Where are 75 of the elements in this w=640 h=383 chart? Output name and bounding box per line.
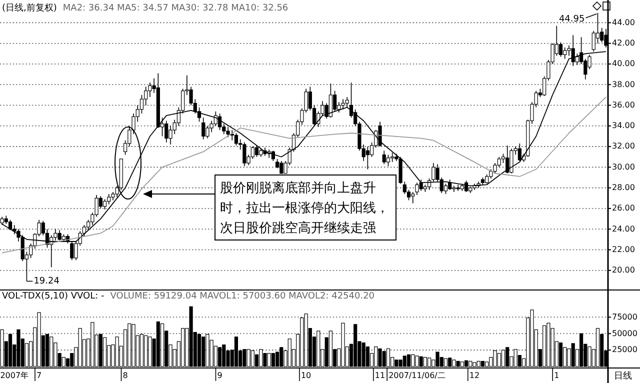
y-tick-label: 36.00 bbox=[612, 100, 635, 110]
x-tick-label: 2007年 bbox=[0, 371, 29, 380]
candlestick bbox=[242, 142, 246, 167]
candlestick bbox=[234, 132, 238, 146]
x-tick-label: 9 bbox=[217, 371, 222, 380]
candlestick bbox=[456, 184, 460, 192]
y-tick-label: 50000 bbox=[612, 328, 638, 338]
candlestick bbox=[448, 179, 452, 190]
y-tick-label: 28.00 bbox=[612, 183, 635, 192]
candlestick bbox=[254, 145, 259, 158]
x-tick-label: 8 bbox=[122, 371, 128, 380]
candlestick bbox=[250, 146, 254, 160]
candlestick bbox=[510, 148, 514, 174]
candlestick bbox=[328, 83, 333, 118]
candlestick bbox=[144, 86, 148, 106]
x-tick-label: 2007/11/06/二 bbox=[388, 371, 446, 380]
x-tick-label: 12 bbox=[469, 371, 480, 380]
candlestick bbox=[444, 183, 448, 194]
x-axis-title: 日线 bbox=[614, 370, 632, 382]
y-tick-label: 32.00 bbox=[612, 142, 635, 151]
x-tick-label: 11 bbox=[374, 371, 386, 380]
y-tick-label: 44.00 bbox=[612, 18, 635, 27]
x-tick-label: 10 bbox=[300, 371, 312, 380]
candlestick bbox=[497, 156, 501, 168]
y-tick-label: 75000 bbox=[612, 312, 638, 322]
candlestick bbox=[280, 160, 284, 174]
candlestick bbox=[226, 126, 230, 138]
y-tick-label: 24.00 bbox=[612, 224, 635, 234]
candlestick bbox=[102, 198, 107, 210]
candlestick bbox=[464, 180, 468, 192]
y-tick-label: 34.00 bbox=[612, 121, 635, 130]
annotation: 次日股价跳空高开继续走强 bbox=[220, 220, 376, 236]
candlestick bbox=[558, 42, 563, 58]
candlestick bbox=[378, 121, 382, 147]
candlestick bbox=[8, 219, 12, 231]
note-box: 股价刚脱离底部并向上盘升 时，拉出一根涨停的大阳线， 次日股价跳空高开继续走强 bbox=[214, 174, 396, 240]
candlestick bbox=[452, 185, 456, 192]
y-tick-label: 38.00 bbox=[612, 80, 635, 89]
candlestick bbox=[386, 154, 390, 167]
candlestick bbox=[518, 143, 522, 162]
annotation: 时，拉出一根涨停的大阳线， bbox=[220, 201, 389, 216]
candlestick bbox=[202, 117, 206, 140]
line-series bbox=[2, 96, 606, 254]
y-tick-label: 40.00 bbox=[612, 59, 635, 68]
candlestick bbox=[345, 96, 349, 108]
y-tick-label: 26.00 bbox=[612, 204, 635, 213]
y-tick-label: 22.00 bbox=[612, 244, 635, 254]
candlestick bbox=[366, 146, 370, 170]
candlestick bbox=[563, 47, 567, 60]
candlestick bbox=[489, 168, 493, 179]
annotation: 44.95 bbox=[558, 14, 585, 24]
candlestick bbox=[164, 120, 168, 143]
x-tick-label: 7 bbox=[36, 371, 42, 380]
chart-title: VOL-TDX(5,10) VVOL: - bbox=[2, 291, 104, 302]
candlestick bbox=[419, 179, 423, 192]
annotation: 股价刚脱离底部并向上盘升 bbox=[220, 180, 376, 196]
candlestick bbox=[432, 162, 436, 182]
x-tick-label: 1 bbox=[554, 371, 560, 380]
candlestick bbox=[390, 152, 394, 162]
candlestick bbox=[107, 194, 111, 205]
candlestick bbox=[506, 145, 510, 174]
candlestick bbox=[600, 27, 604, 43]
candlestick bbox=[485, 174, 489, 184]
candlestick bbox=[341, 98, 345, 110]
annotation: 19.24 bbox=[34, 276, 60, 287]
candlestick bbox=[148, 82, 152, 98]
candlestick bbox=[140, 94, 144, 114]
y-tick-label: 25000 bbox=[612, 345, 638, 354]
candlestick bbox=[382, 150, 386, 164]
y-tick-label: 42.00 bbox=[612, 38, 635, 48]
y-tick-label: 30.00 bbox=[612, 162, 635, 172]
chart-subtitle: VOLUME: 59129.04 MAVOL1: 57003.60 MAVOL2: 42540.20 bbox=[110, 291, 375, 302]
y-tick-label: 20.00 bbox=[612, 266, 635, 275]
chart-title: (日线,前复权) bbox=[2, 2, 57, 14]
chart-subtitle: MA2: 36.34 MA5: 34.57 MA30: 32.78 MA10: 32.56 bbox=[62, 3, 288, 14]
